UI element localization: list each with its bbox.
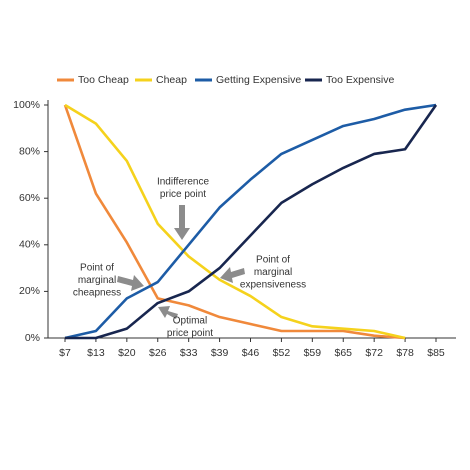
x-tick-label: $46 — [242, 347, 260, 359]
x-tick-label: $26 — [149, 347, 167, 359]
series-line — [64, 103, 437, 340]
x-tick-label: $59 — [304, 347, 322, 359]
arrow — [117, 275, 144, 291]
x-tick-label: $33 — [180, 347, 198, 359]
annotation-text: Point of — [80, 263, 114, 274]
x-tick-label: $85 — [427, 347, 445, 359]
annotation-text: Point of — [256, 255, 290, 266]
annotation-text: cheapness — [73, 288, 121, 299]
legend-label: Too Expensive — [326, 74, 394, 86]
y-tick-label: 100% — [13, 99, 40, 111]
arrow — [174, 205, 190, 240]
series-line — [63, 104, 406, 340]
x-tick-label: $65 — [334, 347, 352, 359]
annotation-text: price point — [167, 328, 213, 339]
x-tick-label: $72 — [365, 347, 383, 359]
y-tick-label: 80% — [19, 145, 40, 157]
x-tick-label: $20 — [118, 347, 136, 359]
y-tick-label: 60% — [19, 192, 40, 204]
y-tick-label: 40% — [19, 239, 40, 251]
y-tick-label: 20% — [19, 285, 40, 297]
annotation-text: Indifference — [157, 177, 210, 188]
legend-label: Cheap — [156, 74, 187, 86]
legend-label: Too Cheap — [78, 74, 129, 86]
annotation-text: expensiveness — [240, 280, 306, 291]
arrow — [220, 267, 245, 283]
series-line — [64, 103, 406, 340]
series-line — [65, 104, 438, 340]
x-tick-label: $39 — [211, 347, 229, 359]
annotation-text: price point — [160, 189, 206, 200]
annotation-arrows — [117, 205, 245, 319]
legend-label: Getting Expensive — [216, 74, 301, 86]
x-tick-label: $7 — [59, 347, 71, 359]
x-tick-label: $13 — [87, 347, 105, 359]
annotation-text: Optimal — [173, 316, 207, 327]
annotation-text: marginal — [78, 275, 116, 286]
annotation-text: marginal — [254, 267, 292, 278]
x-tick-label: $52 — [273, 347, 291, 359]
y-tick-label: 0% — [25, 332, 40, 344]
x-tick-label: $78 — [396, 347, 414, 359]
arrow — [158, 306, 178, 319]
